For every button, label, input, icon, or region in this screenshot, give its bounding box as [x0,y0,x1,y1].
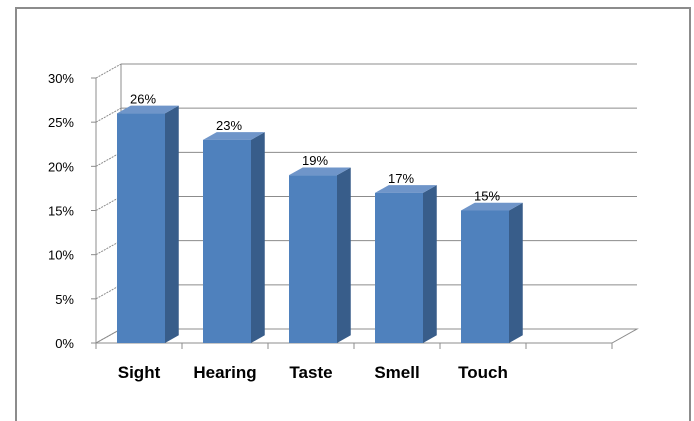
bar-side [337,167,351,343]
bar-front [203,139,251,343]
data-label: 19% [302,153,328,168]
data-labels: 26% 23% 19% 17% 15% [130,91,500,203]
y-tick-label: 10% [48,248,74,263]
bar-side [423,185,437,343]
data-label: 17% [388,171,414,186]
bar-top [203,132,265,140]
gridline-depth [95,151,122,167]
bar-side [509,202,523,343]
x-category-label: Smell [374,363,419,382]
y-tick-label: 30% [48,71,74,86]
bar-front [117,113,165,343]
y-tick-label: 15% [48,204,74,219]
data-label: 23% [216,118,242,133]
x-category-label: Hearing [193,363,256,382]
y-tick-label: 20% [48,159,74,174]
chart-border [15,7,691,421]
bar-top [375,185,437,193]
y-tick-label: 5% [55,292,74,307]
gridline-depth [95,196,122,211]
bar-side [251,132,265,343]
x-category-label: Sight [118,363,161,382]
gridline-depth [95,107,122,123]
bar-front [461,210,509,343]
bar [375,185,437,343]
data-label: 26% [130,91,156,106]
bars [117,105,523,343]
y-tick-label: 0% [55,336,74,351]
gridline-depth [95,328,122,344]
bar-top [117,105,179,114]
x-category-label: Taste [289,363,332,382]
bar-top [461,202,523,211]
gridline-depth [95,63,122,79]
bar [461,202,523,343]
gridline-depth [95,284,122,300]
y-tick-label: 25% [48,115,74,130]
data-label: 15% [474,189,500,204]
gridline-depth [95,240,122,256]
bar-side [165,105,179,343]
bar-top [289,167,351,176]
x-category-label: Touch [458,363,508,382]
bar-front [289,175,337,343]
y-axis-tick-labels: 0% 5% 10% 15% 20% 25% 30% [48,71,74,351]
x-axis-category-labels: Sight Hearing Taste Smell Touch [118,363,508,382]
bar [289,167,351,343]
bar [203,132,265,343]
bar-front [375,192,423,343]
bar [117,105,179,343]
